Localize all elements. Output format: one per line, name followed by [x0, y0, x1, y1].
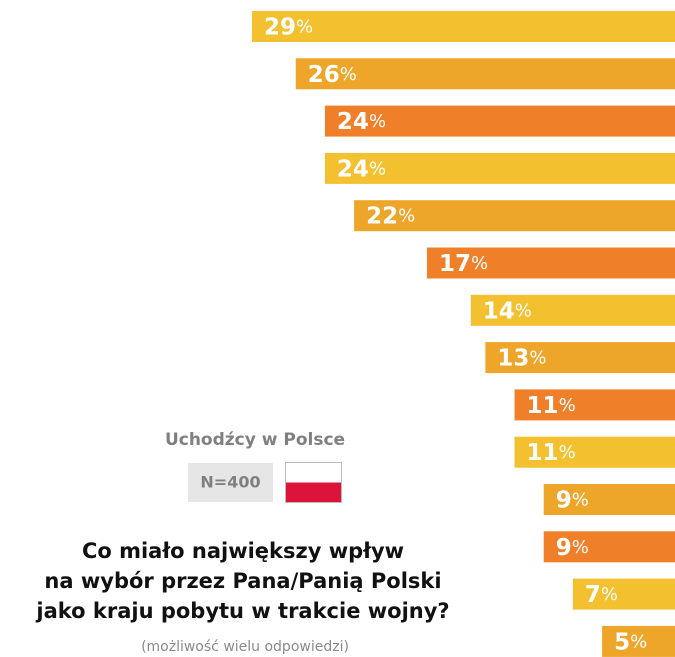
value-label: 24% — [337, 156, 386, 182]
value-unit: % — [572, 490, 589, 511]
value-label: 7% — [585, 582, 618, 608]
value-unit: % — [559, 395, 576, 416]
bar — [572, 578, 675, 610]
value-unit: % — [398, 206, 415, 227]
question-line: Co miało największy wpływ — [82, 539, 404, 563]
question-line: na wybór przez Pana/Panią Polski — [44, 569, 441, 593]
bar — [485, 342, 675, 374]
bar — [324, 105, 675, 137]
bar — [324, 152, 675, 184]
value-label: 9% — [556, 487, 589, 513]
value-number: 24 — [337, 156, 369, 182]
value-label: 11% — [527, 440, 576, 466]
value-number: 17 — [439, 251, 471, 277]
value-number: 9 — [556, 487, 572, 513]
value-label: 29% — [264, 14, 313, 40]
value-label: 5% — [614, 629, 647, 655]
value-label: 22% — [366, 203, 415, 229]
value-number: 26 — [308, 61, 340, 87]
value-number: 7 — [585, 582, 601, 608]
bar — [427, 247, 675, 279]
value-unit: % — [529, 348, 546, 369]
value-number: 11 — [527, 440, 559, 466]
question-line: jako kraju pobytu w trakcie wojny? — [35, 599, 449, 623]
subtitle: (możliwość wielu odpowiedzi) — [141, 639, 349, 655]
value-unit: % — [630, 631, 647, 652]
value-label: 9% — [556, 534, 589, 560]
value-label: 26% — [308, 61, 357, 87]
bar — [354, 200, 675, 232]
value-number: 11 — [527, 392, 559, 418]
value-unit: % — [340, 64, 357, 85]
value-label: 24% — [337, 109, 386, 135]
value-number: 29 — [264, 14, 296, 40]
value-unit: % — [296, 17, 313, 38]
group-label: Uchodźcy w Polsce — [165, 430, 345, 450]
value-unit: % — [601, 584, 618, 605]
bar — [295, 58, 675, 90]
value-unit: % — [572, 537, 589, 558]
bar — [543, 484, 675, 515]
value-label: 17% — [439, 251, 488, 277]
value-number: 24 — [337, 109, 369, 135]
bar — [514, 436, 675, 468]
value-number: 13 — [497, 345, 529, 371]
value-number: 22 — [366, 203, 398, 229]
value-number: 9 — [556, 534, 572, 560]
sample-box — [188, 463, 273, 502]
value-number: 5 — [614, 629, 630, 655]
bar — [543, 531, 675, 563]
value-unit: % — [471, 253, 488, 274]
bar — [252, 11, 675, 42]
value-unit: % — [369, 158, 386, 179]
value-number: 14 — [483, 298, 515, 324]
value-unit: % — [515, 300, 532, 321]
value-unit: % — [559, 442, 576, 463]
sample-label: N=400 — [200, 473, 260, 492]
bar — [602, 625, 675, 657]
value-label: 14% — [483, 298, 532, 324]
value-label: 11% — [527, 392, 576, 418]
bar — [514, 389, 675, 421]
value-unit: % — [369, 111, 386, 132]
value-label: 13% — [497, 345, 546, 371]
flag-red — [286, 482, 341, 502]
bar — [470, 294, 675, 326]
